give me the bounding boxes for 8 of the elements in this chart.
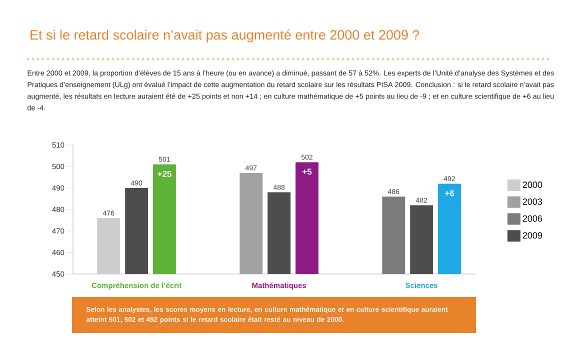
legend-label: 2006 [522, 215, 542, 222]
legend-label: 2009 [522, 232, 542, 239]
chart-title: Et si le retard scolaire n’avait pas augmenté entre 2000 et 2009 ? [30, 30, 420, 42]
legend-label: 2003 [522, 198, 542, 205]
annotation: +5 [302, 168, 312, 175]
annotation: +25 [158, 170, 172, 177]
legend-label: 2000 [522, 182, 542, 188]
annotation: +6 [445, 190, 454, 196]
